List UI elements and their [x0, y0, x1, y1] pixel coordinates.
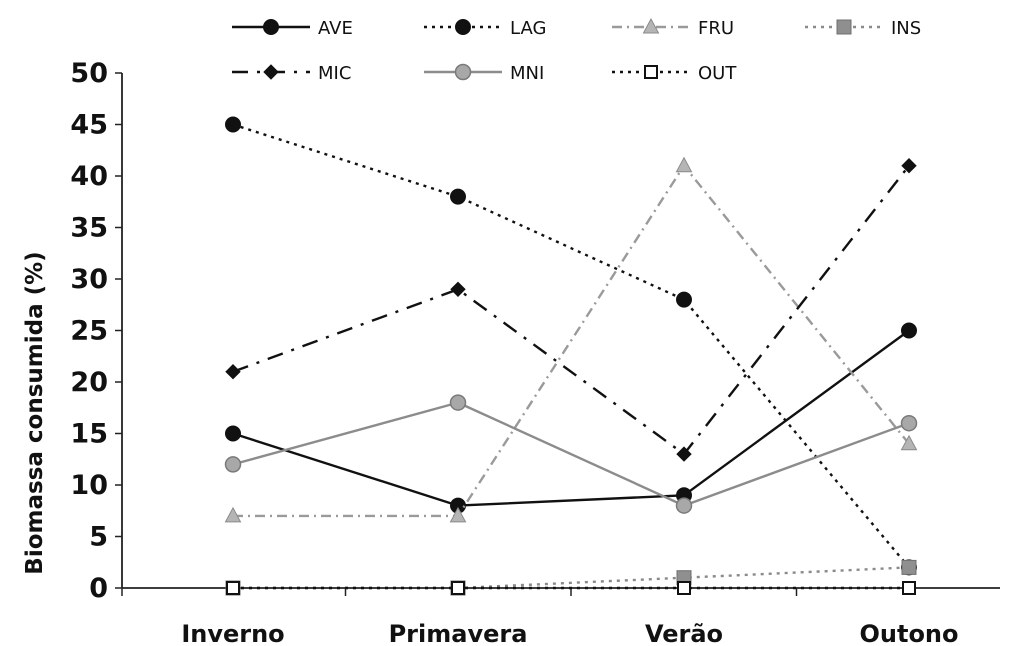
y-tick-label: 45 [70, 110, 108, 141]
data-point-out [226, 581, 240, 595]
y-tick-label: 25 [70, 316, 108, 347]
series-line-lag [232, 123, 910, 569]
series-line-mic [232, 164, 910, 456]
data-point-fru [675, 156, 693, 173]
y-tick-label: 5 [89, 522, 108, 553]
data-point-mic [676, 446, 692, 462]
series-mni [224, 394, 918, 514]
y-tick-label: 0 [89, 573, 108, 604]
data-point-ins [901, 559, 917, 575]
legend-marker [642, 17, 660, 34]
legend-item-out: OUT [612, 63, 737, 84]
data-point-mni [224, 456, 242, 473]
data-point-fru [449, 506, 467, 523]
y-tick-label: 10 [70, 470, 108, 501]
legend-label: INS [891, 18, 921, 39]
legend-marker [836, 19, 852, 35]
legend-item-lag: LAG [424, 18, 546, 39]
x-tick-label: Primavera [389, 620, 528, 646]
legend-marker [644, 65, 658, 79]
series-line-ave [232, 329, 910, 507]
data-point-fru [224, 506, 242, 523]
series-line-ins [233, 566, 910, 590]
series-fru [224, 156, 918, 523]
series-line-mni [232, 401, 910, 507]
legend-item-ave: AVE [232, 18, 353, 39]
legend-label: AVE [318, 18, 353, 39]
legend-item-mni: MNI [424, 63, 544, 84]
data-point-lag [676, 291, 692, 308]
x-tick-label: Inverno [181, 620, 284, 646]
legend-item-ins: INS [805, 18, 921, 39]
series-lag [225, 116, 917, 576]
x-tick-label: Outono [859, 620, 958, 646]
series-mic [225, 157, 917, 462]
y-tick-label: 35 [70, 213, 108, 244]
axes: 0 5 10 15 20 25 30 35 40 45 50 Inverno Primavera Verã… [70, 58, 1000, 646]
legend-label: MIC [318, 63, 351, 84]
data-point-out [677, 581, 691, 595]
legend-marker [263, 19, 279, 35]
legend-label: FRU [698, 18, 734, 39]
legend-item-fru: FRU [612, 17, 734, 39]
y-tick-label: 40 [70, 161, 108, 192]
y-axis-label: Biomassa consumida (%) [22, 251, 48, 574]
legend-marker [455, 19, 471, 35]
legend-label: OUT [698, 63, 737, 84]
x-tick-label: Verão [645, 620, 723, 646]
data-point-lag [450, 188, 466, 205]
series-line-fru [233, 164, 910, 518]
y-tick-label: 20 [70, 367, 108, 398]
legend-label: LAG [510, 18, 546, 39]
legend-item-mic: MIC [232, 63, 351, 84]
y-tick-label: 30 [70, 264, 108, 295]
data-point-out [451, 581, 465, 595]
y-tick-label: 15 [70, 419, 108, 450]
y-tick-label: 50 [70, 58, 108, 89]
series-ave [225, 322, 917, 514]
series-out [226, 581, 916, 595]
series-group [224, 116, 918, 596]
data-point-lag [225, 116, 241, 133]
data-point-ave [225, 425, 241, 442]
data-point-mic [225, 363, 241, 380]
legend-marker [263, 64, 279, 80]
data-point-out [902, 581, 916, 595]
data-point-mni [675, 497, 693, 514]
data-point-mic [901, 157, 917, 174]
data-point-fru [900, 434, 918, 451]
legend-marker [454, 63, 472, 81]
data-point-ave [901, 322, 917, 339]
legend: AVE LAG FRU INS MIC MNI OUT [232, 17, 921, 84]
legend-label: MNI [510, 63, 544, 84]
data-point-mni [900, 414, 918, 432]
data-point-mni [449, 394, 467, 411]
data-point-mic [450, 281, 466, 298]
